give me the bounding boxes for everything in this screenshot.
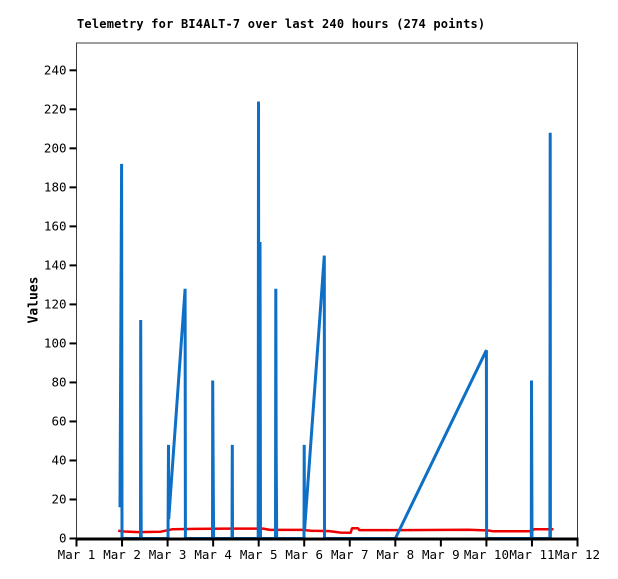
x-tick-label: Mar 8: [376, 547, 414, 562]
y-tick-label: 240: [44, 62, 67, 77]
x-tick-label: Mar 6: [285, 547, 323, 562]
y-tick-label: 220: [44, 101, 67, 116]
x-tick-label: Mar 9: [422, 547, 460, 562]
y-tick-label: 40: [51, 452, 66, 467]
x-tick-label: Mar 10: [464, 547, 509, 562]
y-tick-label: 0: [59, 531, 67, 546]
y-tick-label: 80: [51, 374, 66, 389]
x-tick-label: Mar 3: [149, 547, 187, 562]
y-tick-label: 160: [44, 218, 67, 233]
x-tick-label: Mar 1: [58, 547, 96, 562]
y-tick-label: 140: [44, 257, 67, 272]
series-telemetry-values-line: [118, 101, 552, 540]
x-tick-label: Mar 11: [509, 547, 554, 562]
y-tick-label: 20: [51, 491, 66, 506]
x-tick-label: Mar 7: [331, 547, 369, 562]
y-tick-label: 180: [44, 179, 67, 194]
plot-border: [76, 42, 578, 539]
x-tick-label: Mar 2: [103, 547, 141, 562]
chart-title: Telemetry for BI4ALT-7 over last 240 hou…: [77, 17, 486, 31]
y-tick-label: 100: [44, 335, 67, 350]
x-tick-label: Mar 4: [194, 547, 232, 562]
y-tick-label: 120: [44, 296, 67, 311]
series-telemetry-average-line: [118, 526, 554, 535]
y-tick-label: 200: [44, 140, 67, 155]
x-tick-label: Mar 5: [240, 547, 278, 562]
x-tick-label: Mar 12: [555, 547, 600, 562]
y-tick-label: 60: [51, 413, 66, 428]
